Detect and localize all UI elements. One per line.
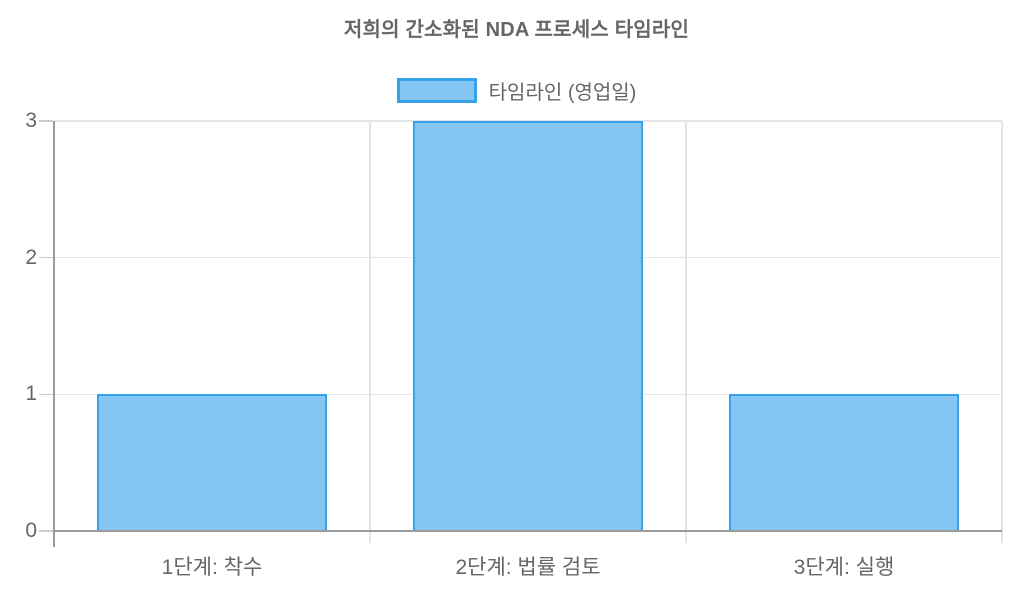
legend-swatch bbox=[396, 77, 477, 103]
y-tick-label: 2 bbox=[25, 245, 37, 269]
y-axis-tick bbox=[39, 120, 53, 122]
x-axis-label: 1단계: 착수 bbox=[161, 556, 263, 579]
legend-label: 타임라인 (영업일) bbox=[488, 81, 637, 104]
plot-area: 0 1 2 3 1단계: 착수 2단계: 법률 검토 3단계: 실행 bbox=[25, 110, 1003, 579]
x-axis-label: 2단계: 법률 검토 bbox=[455, 556, 601, 579]
y-axis-tick bbox=[39, 530, 53, 532]
bar-1단계: 착수 bbox=[97, 394, 327, 531]
y-tick-label: 1 bbox=[25, 382, 37, 406]
legend-item[interactable]: 타임라인 (영업일) bbox=[0, 76, 1033, 104]
y-axis-tick bbox=[39, 393, 53, 396]
y-axis-tick bbox=[39, 256, 53, 259]
gridline-vertical bbox=[1001, 121, 1003, 543]
y-axis-line bbox=[53, 121, 55, 547]
gridline-vertical bbox=[369, 121, 371, 543]
y-tick-label: 0 bbox=[25, 519, 37, 543]
x-axis-line bbox=[54, 530, 1002, 532]
y-tick-label: 3 bbox=[25, 109, 37, 133]
bar-3단계: 실행 bbox=[729, 394, 959, 531]
x-axis-label: 3단계: 실행 bbox=[793, 556, 895, 579]
bar-2단계: 법률 검토 bbox=[413, 121, 643, 531]
chart-title: 저희의 간소화된 NDA 프로세스 타임라인 bbox=[343, 19, 690, 41]
gridline-vertical bbox=[685, 121, 687, 543]
